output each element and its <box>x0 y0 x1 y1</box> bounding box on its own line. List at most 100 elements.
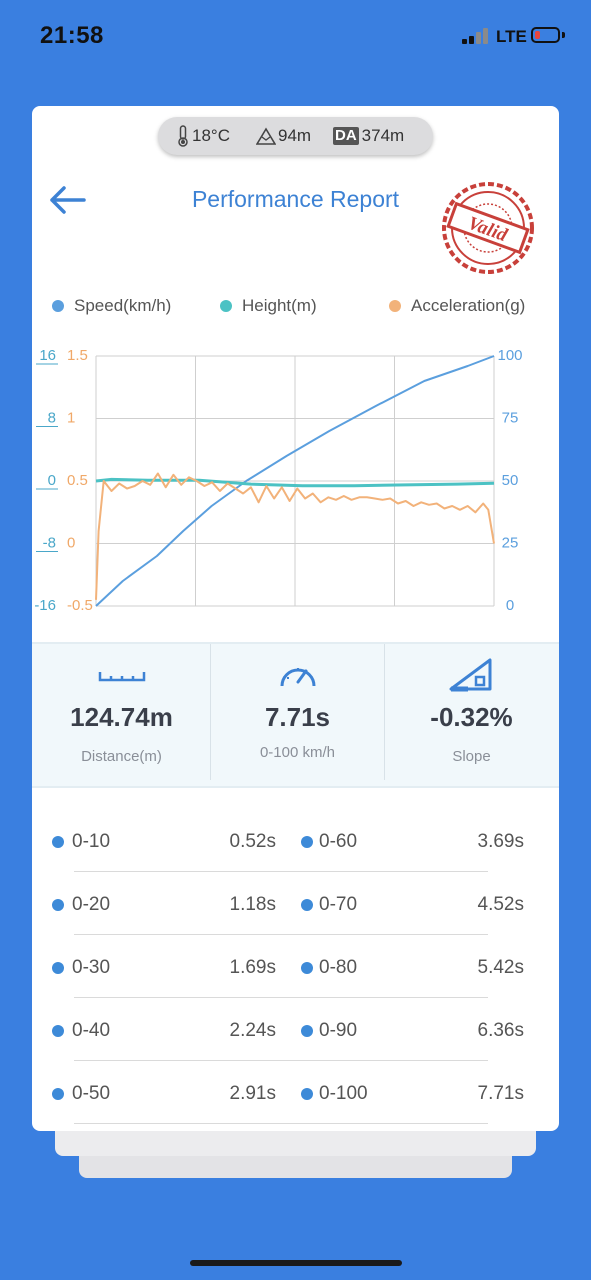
stat-divider <box>210 644 211 780</box>
split-left-label: 0-40 <box>72 1020 111 1041</box>
split-dot <box>52 899 64 911</box>
split-left-time: 2.91s <box>229 1083 276 1104</box>
split-right-time: 7.71s <box>477 1083 524 1104</box>
split-dot <box>52 1025 64 1037</box>
split-row: 0-10 0.52s 0-60 3.69s <box>32 806 559 872</box>
zero-to-hundred-value: 7.71s <box>264 702 331 732</box>
stat-divider <box>384 644 385 780</box>
split-row: 0-30 1.69s 0-80 5.42s <box>32 932 559 998</box>
legend-height-label: Height(m) <box>242 296 317 315</box>
speed-tick-label: 50 <box>502 472 519 489</box>
split-dot <box>301 899 313 911</box>
legend-acceleration-dot <box>389 300 401 312</box>
split-left-label: 0-10 <box>72 831 111 852</box>
ruler-icon <box>98 672 146 682</box>
split-right-label: 0-80 <box>319 957 358 978</box>
split-left-time: 0.52s <box>229 831 276 852</box>
mountain-icon <box>256 127 276 145</box>
acceleration-tick-label: 1.5 <box>67 347 88 364</box>
split-right-time: 6.36s <box>477 1020 524 1041</box>
split-divider <box>74 934 488 935</box>
speed-tick-label: 0 <box>506 597 514 612</box>
split-divider <box>74 871 488 872</box>
back-button[interactable] <box>46 184 90 216</box>
split-dot <box>52 962 64 974</box>
thermometer-icon <box>178 125 188 147</box>
split-right-time: 5.42s <box>477 957 524 978</box>
split-row: 0-50 2.91s 0-100 7.71s <box>32 1058 559 1124</box>
battery-tip <box>562 32 565 38</box>
home-indicator[interactable] <box>190 1260 402 1266</box>
series-line-height <box>95 477 495 488</box>
height-tick-label: 0 <box>48 472 56 489</box>
legend-speed-label: Speed(km/h) <box>74 296 172 315</box>
height-tick-label: 8 <box>48 410 56 427</box>
slope-icon <box>449 658 492 692</box>
conditions-pill: 18°C 94m DA 374m <box>158 117 433 155</box>
density-altitude-item: DA 374m <box>333 117 404 155</box>
battery-icon <box>531 27 560 43</box>
split-dot <box>301 1088 313 1100</box>
split-row: 0-40 2.24s 0-90 6.36s <box>32 995 559 1061</box>
valid-stamp: Valid <box>438 180 538 276</box>
back-arrow-icon <box>50 186 86 214</box>
distance-label: Distance(m) <box>81 748 162 765</box>
split-left-label: 0-20 <box>72 894 111 915</box>
valid-stamp-icon: Valid <box>442 182 534 274</box>
split-dot <box>52 836 64 848</box>
split-right-label: 0-60 <box>319 831 358 852</box>
performance-chart: 16 8 0 -8 -16 1.5 1 0.5 0 -0.5 100 75 50 25 0 <box>34 347 522 612</box>
report-card: 18°C 94m DA 374m Performance Report <box>32 106 559 1131</box>
speed-tick-label: 25 <box>502 535 519 552</box>
battery-level <box>535 31 540 39</box>
speed-tick-label: 75 <box>502 410 519 427</box>
legend-height: Height(m) <box>220 294 317 318</box>
slope-label: Slope <box>452 748 491 765</box>
altitude-item: 94m <box>256 117 311 155</box>
stat-distance: 124.74m Distance(m) <box>34 644 209 786</box>
acceleration-tick-label: 0.5 <box>67 472 88 489</box>
acceleration-tick-label: 0 <box>67 535 75 552</box>
split-dot <box>301 836 313 848</box>
acceleration-tick-label: -0.5 <box>67 597 93 612</box>
slope-value: -0.32% <box>430 702 513 732</box>
stat-slope: -0.32% Slope <box>384 644 559 786</box>
series-line-acceleration <box>95 472 495 600</box>
split-divider <box>74 997 488 998</box>
split-dot <box>52 1088 64 1100</box>
split-left-time: 1.18s <box>229 894 276 915</box>
signal-icon <box>462 28 492 44</box>
split-right-label: 0-90 <box>319 1020 358 1041</box>
legend-speed-dot <box>52 300 64 312</box>
status-bar: 21:58 LTE <box>0 0 591 70</box>
page-title: Performance Report <box>191 186 400 212</box>
series-line-speed <box>95 355 495 607</box>
legend-acceleration-label: Acceleration(g) <box>411 296 526 315</box>
split-left-label: 0-30 <box>72 957 111 978</box>
zero-to-hundred-label: 0-100 km/h <box>259 744 336 761</box>
status-time: 21:58 <box>40 22 104 49</box>
split-divider <box>74 1123 488 1124</box>
height-tick-label: -16 <box>34 597 56 612</box>
acceleration-tick-label: 1 <box>67 410 75 427</box>
speed-tick-label: 100 <box>497 347 522 364</box>
height-tick-label: 16 <box>39 347 56 364</box>
stat-zero-to-hundred: 7.71s 0-100 km/h <box>210 644 385 786</box>
stats-panel: 124.74m Distance(m) 7.71s 0-100 km/h -0.… <box>32 642 559 788</box>
split-left-label: 0-50 <box>72 1083 111 1104</box>
split-row: 0-20 1.18s 0-70 4.52s <box>32 869 559 935</box>
split-divider <box>74 1060 488 1061</box>
temperature-item: 18°C <box>176 117 230 155</box>
distance-value: 124.74m <box>70 702 173 732</box>
split-dot <box>301 1025 313 1037</box>
split-right-label: 0-70 <box>319 894 358 915</box>
network-type: LTE <box>496 27 527 46</box>
altitude-value: 94m <box>278 126 312 145</box>
split-right-time: 4.52s <box>477 894 524 915</box>
legend-height-dot <box>220 300 232 312</box>
temperature-value: 18°C <box>192 126 230 145</box>
density-altitude-value: 374m <box>361 126 405 145</box>
height-tick-label: -8 <box>43 535 56 552</box>
legend-speed: Speed(km/h) <box>52 294 171 318</box>
speedometer-icon <box>280 668 316 687</box>
